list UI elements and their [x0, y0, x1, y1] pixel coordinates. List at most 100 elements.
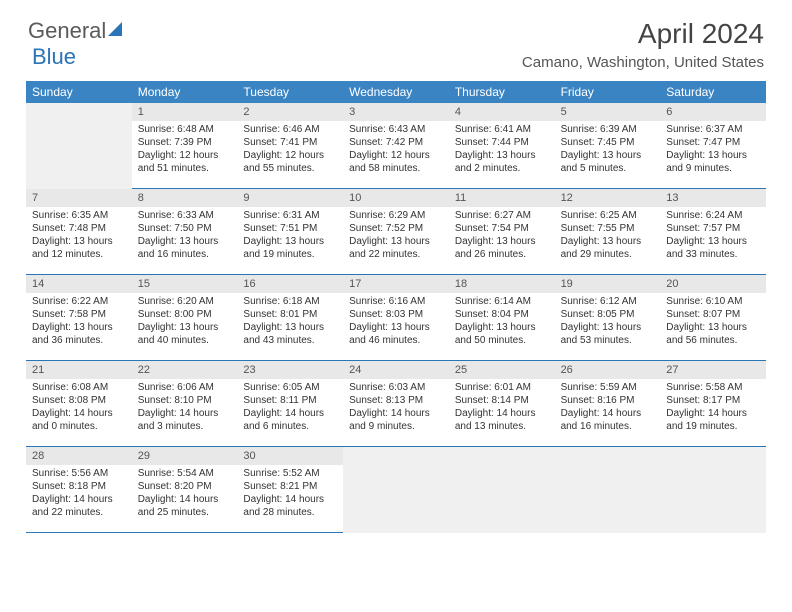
detail-line: Daylight: 14 hours — [243, 407, 337, 420]
detail-line: and 58 minutes. — [349, 162, 443, 175]
day-details: Sunrise: 6:35 AMSunset: 7:48 PMDaylight:… — [26, 207, 132, 265]
detail-line: Sunrise: 5:59 AM — [561, 381, 655, 394]
day-cell: 4Sunrise: 6:41 AMSunset: 7:44 PMDaylight… — [449, 103, 555, 189]
detail-line: Sunrise: 6:18 AM — [243, 295, 337, 308]
day-cell: 16Sunrise: 6:18 AMSunset: 8:01 PMDayligh… — [237, 275, 343, 361]
day-cell: 2 Sunrise: 6:46 AMSunset: 7:41 PMDaylight… — [237, 103, 343, 189]
detail-line: Sunrise: 6:06 AM — [138, 381, 232, 394]
detail-line: and 40 minutes. — [138, 334, 232, 347]
detail-line: Sunset: 7:41 PM — [243, 136, 337, 149]
detail-line: Sunrise: 6:39 AM — [561, 123, 655, 136]
detail-line: Sunset: 8:17 PM — [666, 394, 760, 407]
detail-line: and 22 minutes. — [32, 506, 126, 519]
day-cell: 25Sunrise: 6:01 AMSunset: 8:14 PMDayligh… — [449, 361, 555, 447]
day-cell: 30Sunrise: 5:52 AMSunset: 8:21 PMDayligh… — [237, 447, 343, 533]
empty-cell — [449, 447, 555, 533]
location-text: Camano, Washington, United States — [522, 54, 764, 71]
day-details: Sunrise: 6:18 AMSunset: 8:01 PMDaylight:… — [237, 293, 343, 351]
day-details: Sunrise: 5:59 AMSunset: 8:16 PMDaylight:… — [555, 379, 661, 437]
detail-line: Daylight: 13 hours — [243, 235, 337, 248]
detail-line: Daylight: 14 hours — [138, 407, 232, 420]
detail-line: and 26 minutes. — [455, 248, 549, 261]
day-number: 16 — [237, 275, 343, 293]
day-number: 3 — [343, 103, 449, 121]
detail-line: and 53 minutes. — [561, 334, 655, 347]
detail-line: Daylight: 13 hours — [32, 235, 126, 248]
detail-line: Sunset: 7:55 PM — [561, 222, 655, 235]
day-cell: 5Sunrise: 6:39 AMSunset: 7:45 PMDaylight… — [555, 103, 661, 189]
detail-line: Daylight: 13 hours — [561, 235, 655, 248]
day-details: Sunrise: 6:33 AMSunset: 7:50 PMDaylight:… — [132, 207, 238, 265]
detail-line: and 9 minutes. — [349, 420, 443, 433]
day-details: Sunrise: 5:58 AMSunset: 8:17 PMDaylight:… — [660, 379, 766, 437]
detail-line: Daylight: 14 hours — [561, 407, 655, 420]
day-cell: 13Sunrise: 6:24 AMSunset: 7:57 PMDayligh… — [660, 189, 766, 275]
day-cell: 14Sunrise: 6:22 AMSunset: 7:58 PMDayligh… — [26, 275, 132, 361]
day-cell: 10Sunrise: 6:29 AMSunset: 7:52 PMDayligh… — [343, 189, 449, 275]
detail-line: Daylight: 13 hours — [138, 321, 232, 334]
detail-line: Daylight: 12 hours — [243, 149, 337, 162]
detail-line: Daylight: 13 hours — [455, 149, 549, 162]
detail-line: Sunset: 8:03 PM — [349, 308, 443, 321]
day-number: 17 — [343, 275, 449, 293]
day-details: Sunrise: 6:10 AMSunset: 8:07 PMDaylight:… — [660, 293, 766, 351]
detail-line: Sunrise: 6:43 AM — [349, 123, 443, 136]
detail-line: and 55 minutes. — [243, 162, 337, 175]
day-details: Sunrise: 6:06 AMSunset: 8:10 PMDaylight:… — [132, 379, 238, 437]
detail-line: Daylight: 13 hours — [243, 321, 337, 334]
day-number: 29 — [132, 447, 238, 465]
detail-line: Sunrise: 5:52 AM — [243, 467, 337, 480]
day-details: Sunrise: 6:16 AMSunset: 8:03 PMDaylight:… — [343, 293, 449, 351]
detail-line: Sunset: 7:57 PM — [666, 222, 760, 235]
day-details: Sunrise: 6:27 AMSunset: 7:54 PMDaylight:… — [449, 207, 555, 265]
detail-line: Sunset: 7:52 PM — [349, 222, 443, 235]
day-cell: 7Sunrise: 6:35 AMSunset: 7:48 PMDaylight… — [26, 189, 132, 275]
day-number: 21 — [26, 361, 132, 379]
detail-line: Sunrise: 6:46 AM — [243, 123, 337, 136]
detail-line: Sunset: 7:47 PM — [666, 136, 760, 149]
week-row: 1Sunrise: 6:48 AMSunset: 7:39 PMDaylight… — [26, 103, 766, 189]
detail-line: Sunrise: 6:41 AM — [455, 123, 549, 136]
detail-line: Daylight: 12 hours — [349, 149, 443, 162]
detail-line: Daylight: 13 hours — [666, 235, 760, 248]
detail-line: Daylight: 13 hours — [32, 321, 126, 334]
weekday-label: Wednesday — [343, 81, 449, 103]
detail-line: and 9 minutes. — [666, 162, 760, 175]
detail-line: Daylight: 14 hours — [243, 493, 337, 506]
detail-line: Sunset: 7:45 PM — [561, 136, 655, 149]
day-cell: 29Sunrise: 5:54 AMSunset: 8:20 PMDayligh… — [132, 447, 238, 533]
day-number: 7 — [26, 189, 132, 207]
detail-line: and 36 minutes. — [32, 334, 126, 347]
calendar: SundayMondayTuesdayWednesdayThursdayFrid… — [0, 75, 792, 533]
day-details: Sunrise: 6:12 AMSunset: 8:05 PMDaylight:… — [555, 293, 661, 351]
detail-line: Sunrise: 6:05 AM — [243, 381, 337, 394]
detail-line: Daylight: 13 hours — [455, 235, 549, 248]
logo: General — [28, 18, 122, 44]
detail-line: Daylight: 13 hours — [349, 321, 443, 334]
day-details: Sunrise: 6:20 AMSunset: 8:00 PMDaylight:… — [132, 293, 238, 351]
detail-line: and 13 minutes. — [455, 420, 549, 433]
detail-line: Sunset: 8:16 PM — [561, 394, 655, 407]
day-number: 2 — [237, 103, 343, 121]
day-number: 8 — [132, 189, 238, 207]
week-row: 7Sunrise: 6:35 AMSunset: 7:48 PMDaylight… — [26, 189, 766, 275]
day-cell: 3Sunrise: 6:43 AMSunset: 7:42 PMDaylight… — [343, 103, 449, 189]
detail-line: Sunset: 8:10 PM — [138, 394, 232, 407]
detail-line: Daylight: 14 hours — [32, 493, 126, 506]
day-number: 27 — [660, 361, 766, 379]
logo-triangle-icon — [108, 22, 122, 36]
day-cell: 15Sunrise: 6:20 AMSunset: 8:00 PMDayligh… — [132, 275, 238, 361]
detail-line: and 12 minutes. — [32, 248, 126, 261]
empty-cell — [660, 447, 766, 533]
day-details: Sunrise: 6:29 AMSunset: 7:52 PMDaylight:… — [343, 207, 449, 265]
day-details: Sunrise: 5:56 AMSunset: 8:18 PMDaylight:… — [26, 465, 132, 523]
detail-line: Daylight: 13 hours — [349, 235, 443, 248]
detail-line: Sunset: 8:20 PM — [138, 480, 232, 493]
detail-line: Daylight: 13 hours — [666, 149, 760, 162]
empty-cell — [343, 447, 449, 533]
detail-line: Sunset: 8:05 PM — [561, 308, 655, 321]
day-number: 13 — [660, 189, 766, 207]
detail-line: Sunset: 7:58 PM — [32, 308, 126, 321]
detail-line: Sunrise: 6:12 AM — [561, 295, 655, 308]
empty-cell — [555, 447, 661, 533]
